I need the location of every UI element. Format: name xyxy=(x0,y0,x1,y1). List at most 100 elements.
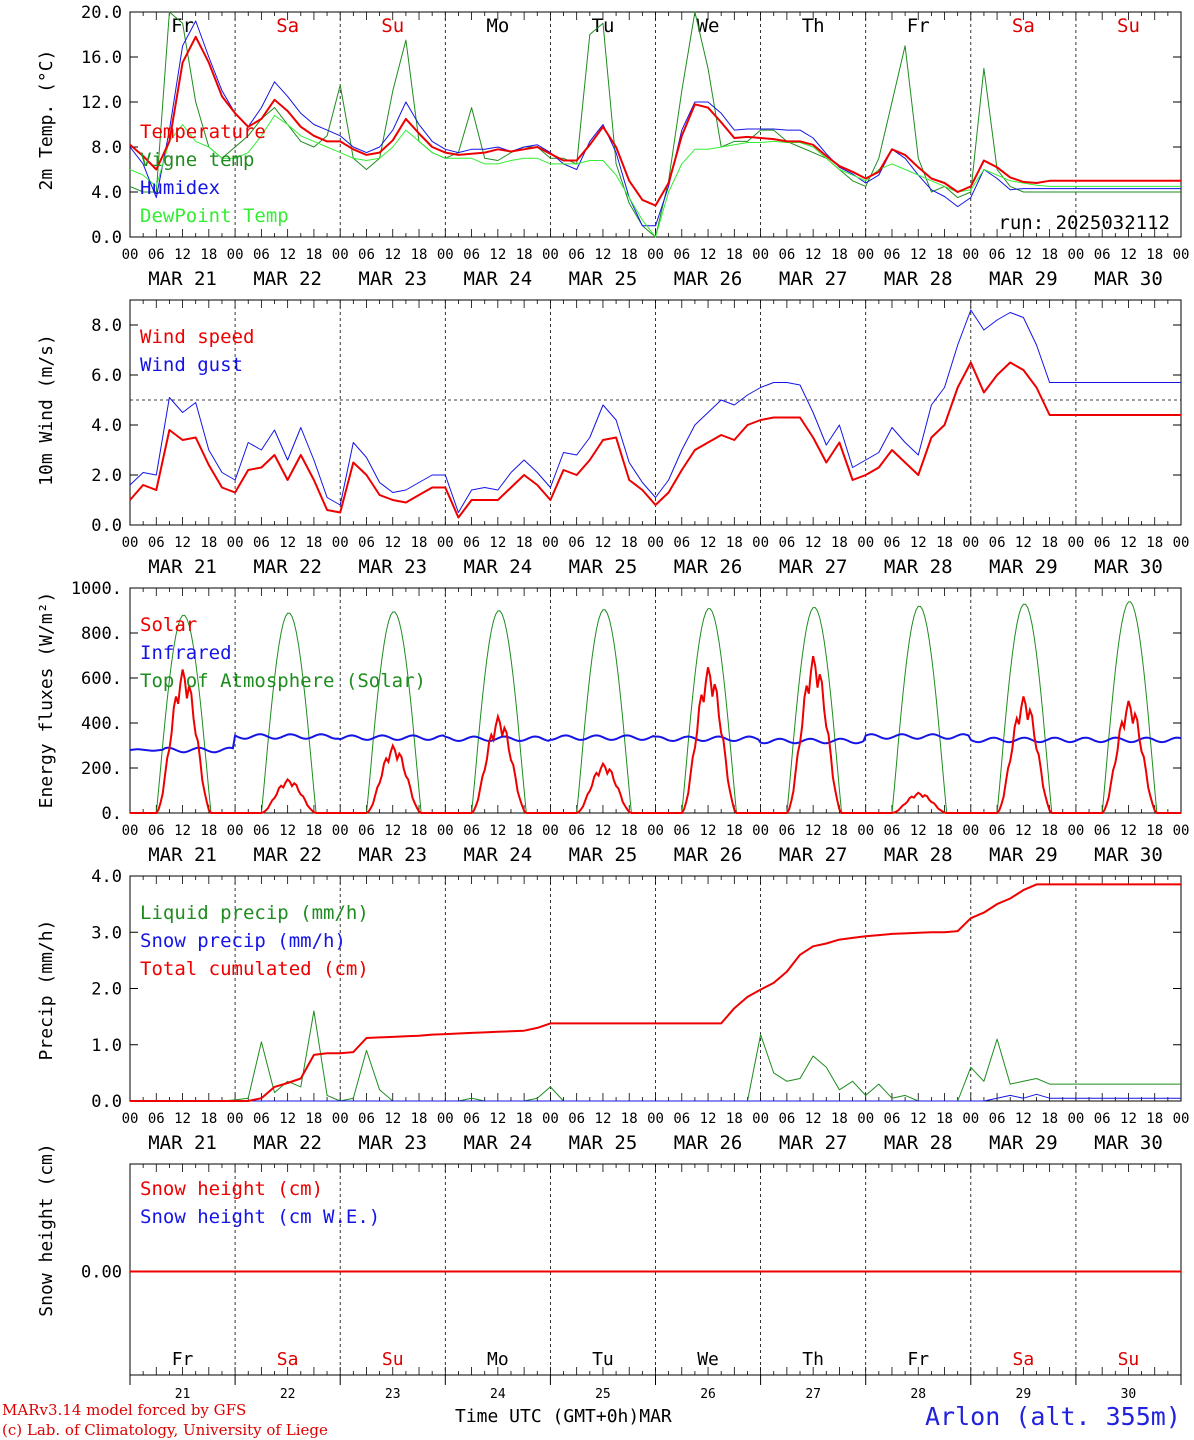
hour-tick-label: 06 xyxy=(989,247,1006,263)
hour-tick-label: 18 xyxy=(936,247,953,263)
hour-tick-label: 06 xyxy=(148,1111,165,1127)
hour-tick-label: 18 xyxy=(305,535,322,551)
y-tick-label: 600. xyxy=(81,669,122,689)
hour-tick-label: 06 xyxy=(358,823,375,839)
hour-tick-label: 18 xyxy=(831,1111,848,1127)
panel-2: 0.0 2.0 4.0 6.0 8.0 10m Wind (m/s) 00 06 12 18 00 0… xyxy=(36,299,1190,578)
y-axis-label: Energy fluxes (W/m²) xyxy=(36,592,57,809)
hour-tick-label: 06 xyxy=(884,1111,901,1127)
y-tick-label: 12.0 xyxy=(81,93,122,113)
hour-tick-label: 12 xyxy=(1015,247,1032,263)
weekday-label: Sa xyxy=(1012,15,1035,37)
hour-tick-label: 12 xyxy=(805,1111,822,1127)
hour-tick-label: 12 xyxy=(595,247,612,263)
hour-tick-label: 18 xyxy=(200,247,217,263)
hour-tick-label: 18 xyxy=(200,823,217,839)
y-tick-label: 20.0 xyxy=(81,3,122,23)
hour-tick-label: 12 xyxy=(174,1111,191,1127)
hour-tick-label: 12 xyxy=(700,247,717,263)
hour-tick-label: 00 xyxy=(647,535,664,551)
hour-tick-label: 12 xyxy=(1120,247,1137,263)
hour-tick-label: 00 xyxy=(227,247,244,263)
date-label: MAR 29 xyxy=(989,268,1058,290)
hour-tick-label: 00 xyxy=(1067,247,1084,263)
legend-entry: Temperature xyxy=(140,121,266,143)
hour-tick-label: 00 xyxy=(1173,823,1190,839)
hour-tick-label: 18 xyxy=(516,823,533,839)
hour-tick-label: 18 xyxy=(831,535,848,551)
hour-tick-label: 00 xyxy=(857,1111,874,1127)
legend-entry: Snow height (cm) xyxy=(140,1178,323,1200)
snow-precip-mm-h-line xyxy=(130,1093,1181,1102)
hour-tick-label: 18 xyxy=(1041,823,1058,839)
hour-tick-label: 06 xyxy=(253,535,270,551)
date-label: MAR 24 xyxy=(464,844,533,866)
day-number-label: 30 xyxy=(1121,1387,1137,1400)
hour-tick-label: 06 xyxy=(778,535,795,551)
hour-tick-label: 06 xyxy=(568,535,585,551)
run-annotation: run: 2025032112 xyxy=(998,212,1170,234)
hour-tick-label: 12 xyxy=(279,535,296,551)
hour-tick-label: 18 xyxy=(411,535,428,551)
panel-1: 0.0 4.0 8.0 12.0 16.0 20.0 2m Temp. (°C) 00 06 12… xyxy=(36,3,1189,290)
weekday-label: Su xyxy=(1117,15,1140,37)
date-label: MAR 26 xyxy=(674,844,743,866)
hour-tick-label: 00 xyxy=(332,823,349,839)
day-number-label: 25 xyxy=(595,1387,611,1400)
hour-tick-label: 00 xyxy=(962,1111,979,1127)
panel-5: 0.00 Snow height (cm) Snow height (cm) Snow… xyxy=(36,1143,1182,1400)
date-label: MAR 27 xyxy=(779,268,848,290)
hour-tick-label: 12 xyxy=(384,247,401,263)
hour-tick-label: 18 xyxy=(516,247,533,263)
hour-tick-label: 12 xyxy=(1015,535,1032,551)
hour-tick-label: 18 xyxy=(411,247,428,263)
hour-tick-label: 00 xyxy=(1067,823,1084,839)
dewpoint-temp-line xyxy=(129,115,1181,238)
y-tick-label: 0. xyxy=(102,804,122,824)
date-label: MAR 22 xyxy=(253,844,322,866)
hour-tick-label: 18 xyxy=(1041,1111,1058,1127)
hour-tick-label: 18 xyxy=(305,1111,322,1127)
hour-tick-label: 18 xyxy=(621,823,638,839)
y-tick-label: 4.0 xyxy=(91,416,122,436)
model-line: MARv3.14 model forced by GFS xyxy=(2,1401,247,1419)
hour-tick-label: 00 xyxy=(1173,1111,1190,1127)
hour-tick-label: 12 xyxy=(174,823,191,839)
hour-tick-label: 18 xyxy=(200,1111,217,1127)
date-label: MAR 22 xyxy=(253,1132,322,1154)
y-tick-label: 0.0 xyxy=(91,516,122,536)
hour-tick-label: 00 xyxy=(1067,535,1084,551)
hour-tick-label: 06 xyxy=(1094,823,1111,839)
legend-entry: DewPoint Temp xyxy=(140,205,289,227)
hour-tick-label: 06 xyxy=(148,247,165,263)
hour-tick-label: 18 xyxy=(831,247,848,263)
y-tick-label: 400. xyxy=(81,714,122,734)
date-label: MAR 24 xyxy=(464,556,533,578)
hour-tick-label: 00 xyxy=(752,535,769,551)
panel-3: 0. 200. 400. 600. 800. 1000. Energy fluxes (W/… xyxy=(36,579,1189,866)
date-label: MAR 29 xyxy=(989,844,1058,866)
y-tick-label: 16.0 xyxy=(81,48,122,68)
humidex-line xyxy=(129,20,1181,227)
hour-tick-label: 00 xyxy=(1173,535,1190,551)
date-label: MAR 28 xyxy=(884,844,953,866)
hour-tick-label: 06 xyxy=(673,247,690,263)
hour-tick-label: 00 xyxy=(752,247,769,263)
legend-entry: Total cumulated (cm) xyxy=(140,958,369,980)
hour-tick-label: 06 xyxy=(1094,247,1111,263)
hour-tick-label: 06 xyxy=(778,247,795,263)
hour-tick-label: 18 xyxy=(936,823,953,839)
hour-tick-label: 06 xyxy=(568,247,585,263)
hour-tick-label: 12 xyxy=(595,1111,612,1127)
hour-tick-label: 18 xyxy=(411,1111,428,1127)
legend-entry: Wind speed xyxy=(140,326,254,348)
hour-tick-label: 18 xyxy=(831,823,848,839)
date-label: MAR 27 xyxy=(779,556,848,578)
hour-tick-label: 00 xyxy=(332,1111,349,1127)
hour-tick-label: 12 xyxy=(1015,823,1032,839)
weekday-label: Su xyxy=(381,15,404,37)
day-number-label: 28 xyxy=(910,1387,926,1400)
hour-tick-label: 06 xyxy=(568,1111,585,1127)
day-number-label: 22 xyxy=(280,1387,296,1400)
hour-tick-label: 00 xyxy=(1067,1111,1084,1127)
